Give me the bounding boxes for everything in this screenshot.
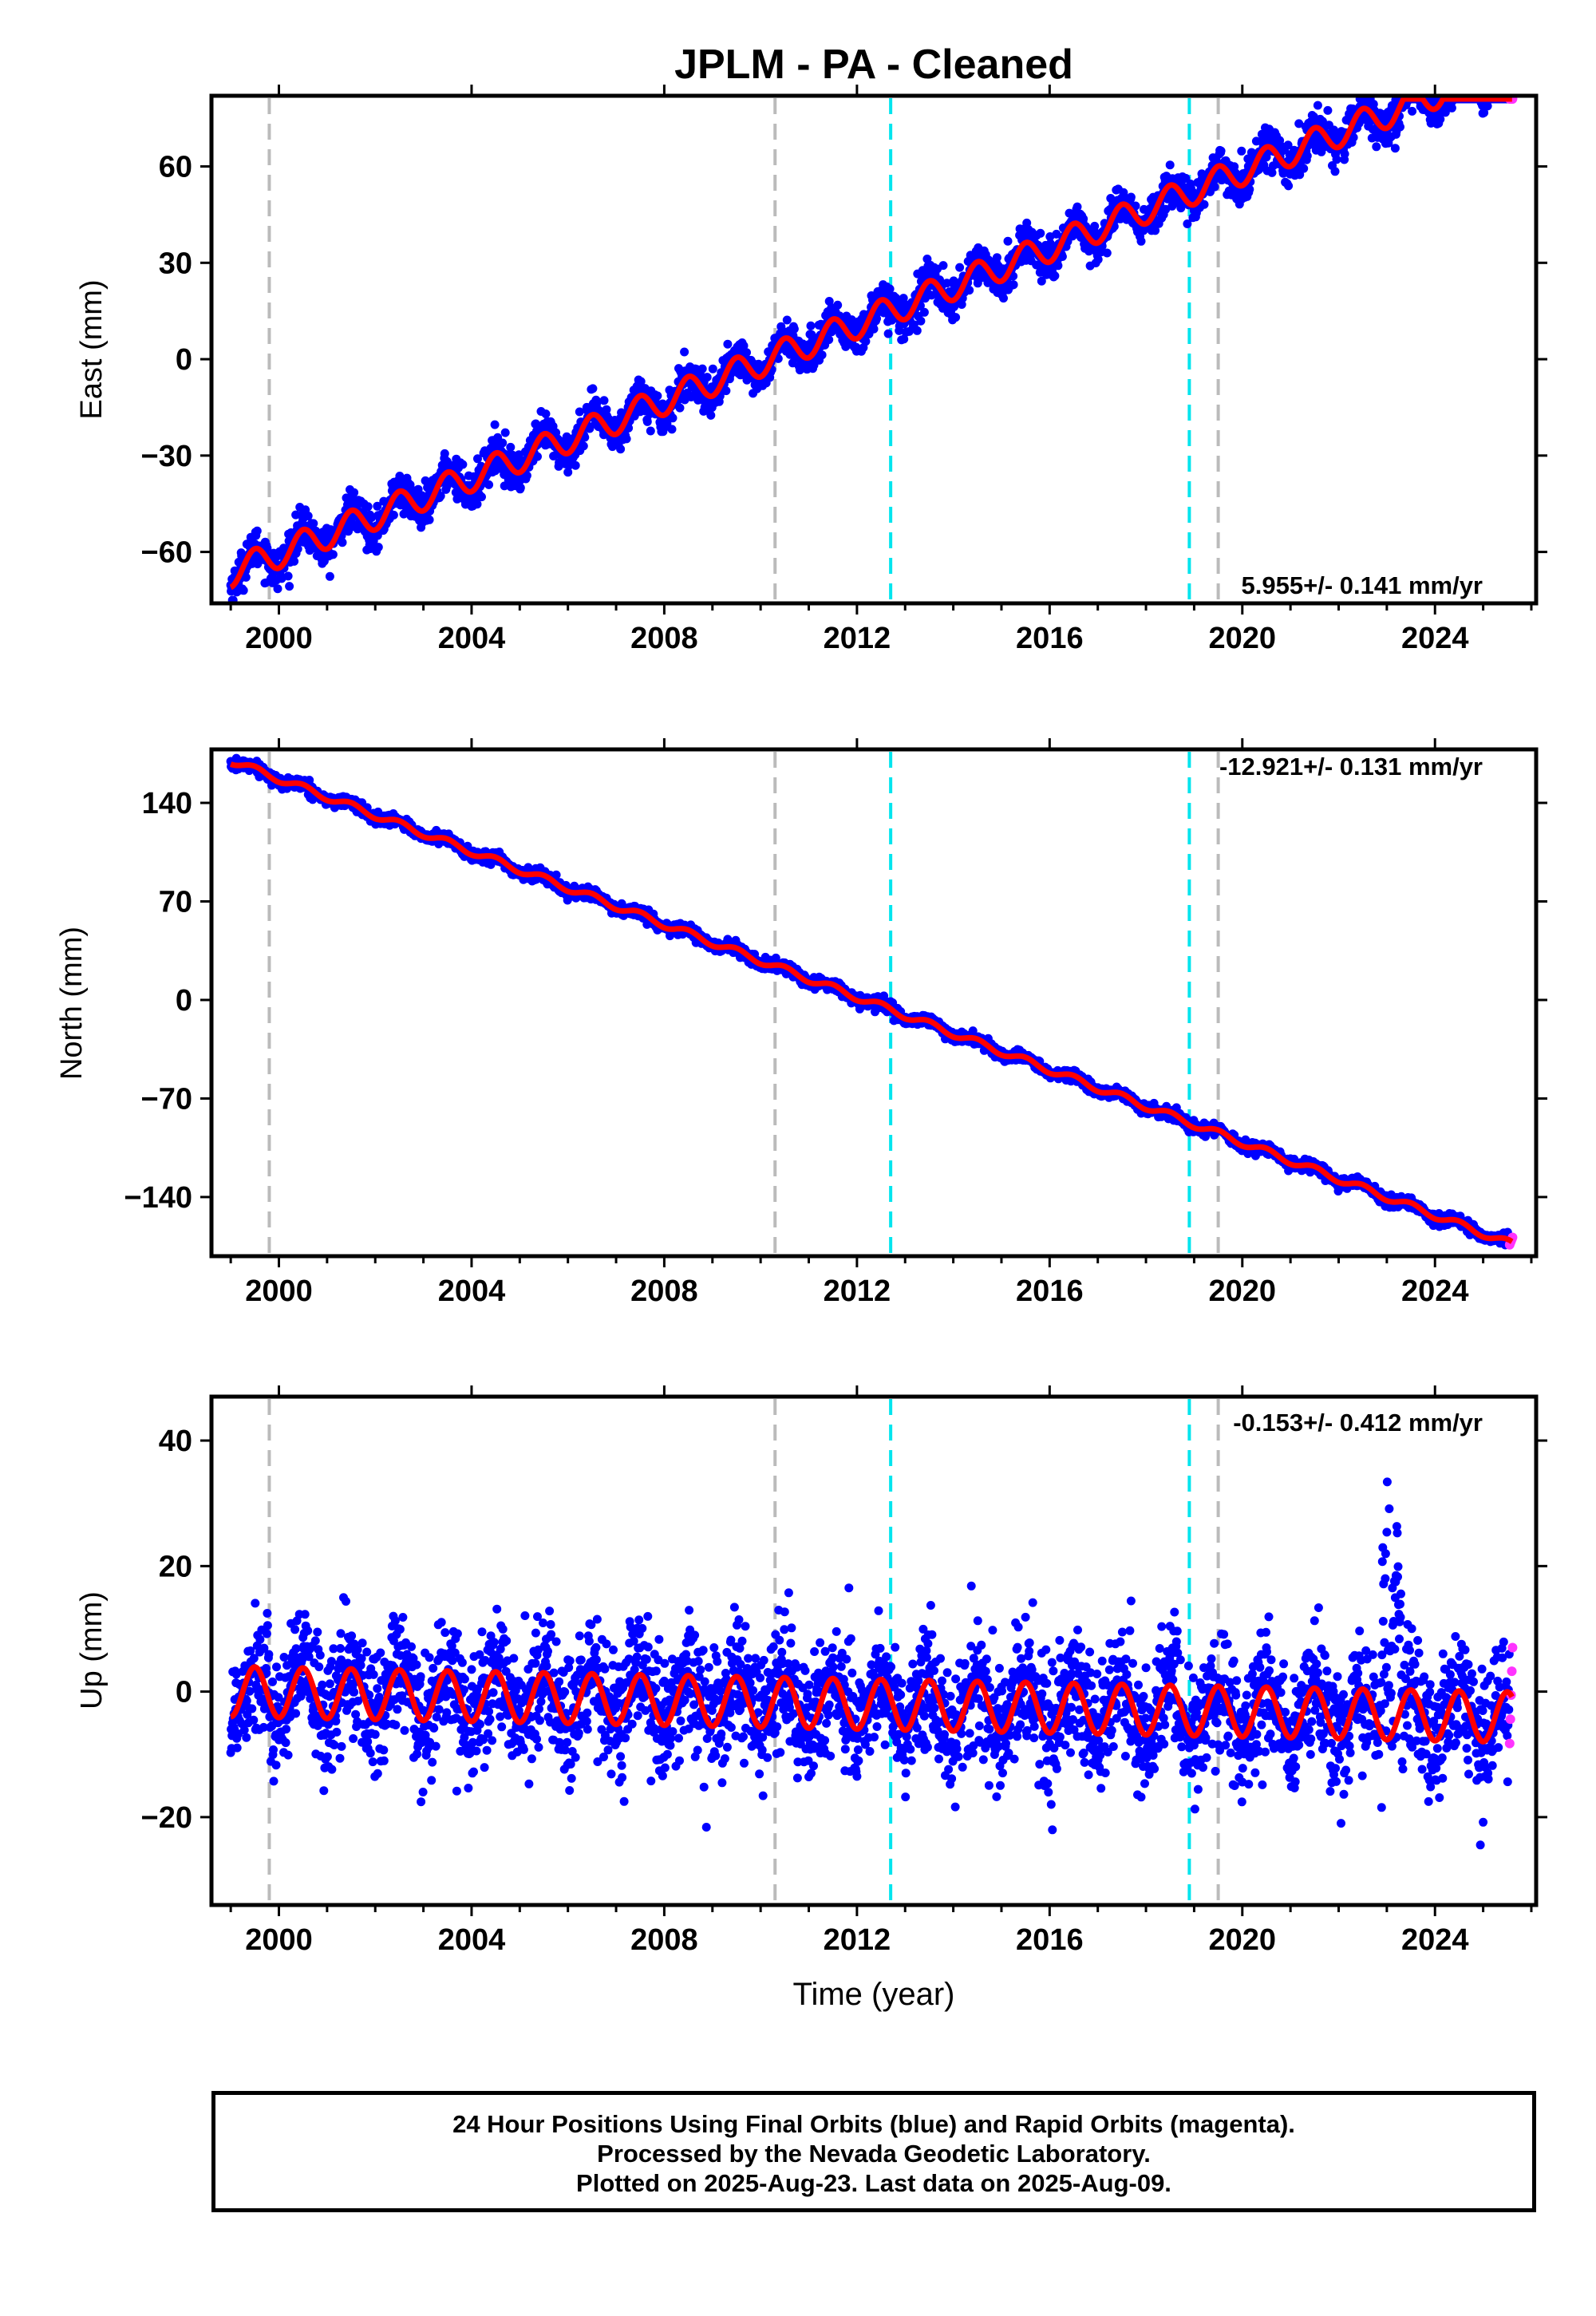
rapid-orbit-point-up-4 — [1507, 1642, 1518, 1653]
model-curve-up — [230, 1664, 1515, 1745]
x-tick-label-north: 2004 — [438, 1275, 506, 1308]
footer-line-2: Processed by the Nevada Geodetic Laborat… — [597, 2140, 1151, 2168]
axes-up: −20 0 20 40 2000 2004 2008 2012 2016 2020 2024 — [141, 1385, 1547, 1957]
y-tick-label-north: −70 — [141, 1082, 192, 1116]
marks-up — [226, 1399, 1518, 1903]
y-tick-label-up: 0 — [176, 1676, 192, 1709]
rapid-orbit-point-up-1 — [1505, 1714, 1515, 1725]
y-tick-label-north: 0 — [176, 984, 192, 1018]
rate-label-east: 5.955+/- 0.141 mm/yr — [1242, 571, 1483, 599]
y-tick-label-north: 70 — [159, 886, 192, 919]
footer-box: 24 Hour Positions Using Final Orbits (bl… — [211, 2091, 1536, 2212]
x-tick-label-north: 2016 — [1016, 1275, 1084, 1308]
x-tick-label-east: 2012 — [824, 622, 891, 655]
frame-north — [209, 747, 1539, 1259]
model-curve-north — [229, 761, 1514, 1244]
frame-east — [209, 93, 1539, 606]
y-tick-label-east: −30 — [141, 440, 192, 473]
x-tick-label-up: 2012 — [824, 1923, 891, 1957]
x-tick-label-east: 2024 — [1401, 622, 1469, 655]
y-axis-label-east: East (mm) — [75, 279, 109, 419]
chart-title: JPLM - PA - Cleaned — [674, 41, 1073, 88]
x-tick-label-up: 2008 — [630, 1923, 698, 1957]
x-tick-label-east: 2004 — [438, 622, 506, 655]
y-tick-label-up: 20 — [159, 1550, 192, 1583]
x-axis-label: Time (year) — [793, 1977, 955, 2012]
y-tick-label-east: 60 — [159, 151, 192, 184]
x-tick-label-north: 2024 — [1401, 1275, 1469, 1308]
x-tick-label-up: 2000 — [245, 1923, 313, 1957]
y-axis-label-north: North (mm) — [55, 927, 89, 1080]
x-tick-label-up: 2004 — [438, 1923, 506, 1957]
marks-north — [226, 752, 1518, 1254]
y-tick-label-east: −60 — [141, 536, 192, 570]
x-tick-label-north: 2012 — [824, 1275, 891, 1308]
x-tick-label-up: 2020 — [1209, 1923, 1277, 1957]
final-orbit-points-up — [226, 1477, 1514, 1850]
y-tick-label-east: 0 — [176, 343, 192, 377]
y-tick-label-north: 140 — [142, 787, 192, 820]
y-tick-label-north: −140 — [124, 1181, 192, 1215]
footer-line-1: 24 Hour Positions Using Final Orbits (bl… — [452, 2110, 1295, 2138]
panel-north: −140 −70 0 70 140 2000 2004 2008 2012 2016 2020 202… — [55, 738, 1547, 1308]
y-tick-label-up: 40 — [159, 1425, 192, 1458]
axes-north: −140 −70 0 70 140 2000 2004 2008 2012 2016 2020 202… — [124, 738, 1547, 1308]
x-tick-label-north: 2020 — [1209, 1275, 1277, 1308]
axes-east: −60 −30 0 30 60 2000 2004 2008 2012 2016 2020 2024 — [141, 85, 1547, 655]
x-tick-label-east: 2008 — [630, 622, 698, 655]
panel-up: −20 0 20 40 2000 2004 2008 2012 2016 2020 2024 Up … — [75, 1385, 1547, 2012]
rate-label-north: -12.921+/- 0.131 mm/yr — [1219, 753, 1483, 781]
x-tick-label-east: 2020 — [1209, 622, 1277, 655]
rate-label-up: -0.153+/- 0.412 mm/yr — [1233, 1409, 1483, 1437]
x-tick-label-up: 2016 — [1016, 1923, 1084, 1957]
x-tick-label-north: 2000 — [245, 1275, 313, 1308]
rapid-orbit-point-up-0 — [1504, 1738, 1515, 1749]
y-tick-label-east: 30 — [159, 247, 192, 280]
y-axis-label-up: Up (mm) — [75, 1591, 109, 1709]
y-tick-label-up: −20 — [141, 1801, 192, 1835]
footer-line-3: Plotted on 2025-Aug-23. Last data on 202… — [576, 2169, 1171, 2197]
frame-up — [209, 1394, 1539, 1907]
x-tick-label-east: 2016 — [1016, 622, 1084, 655]
marks-east — [226, 94, 1518, 605]
model-curve-east — [229, 96, 1512, 591]
x-tick-label-north: 2008 — [630, 1275, 698, 1308]
rapid-orbit-point-up-3 — [1507, 1666, 1517, 1677]
x-tick-label-up: 2024 — [1401, 1923, 1469, 1957]
x-tick-label-east: 2000 — [245, 622, 313, 655]
